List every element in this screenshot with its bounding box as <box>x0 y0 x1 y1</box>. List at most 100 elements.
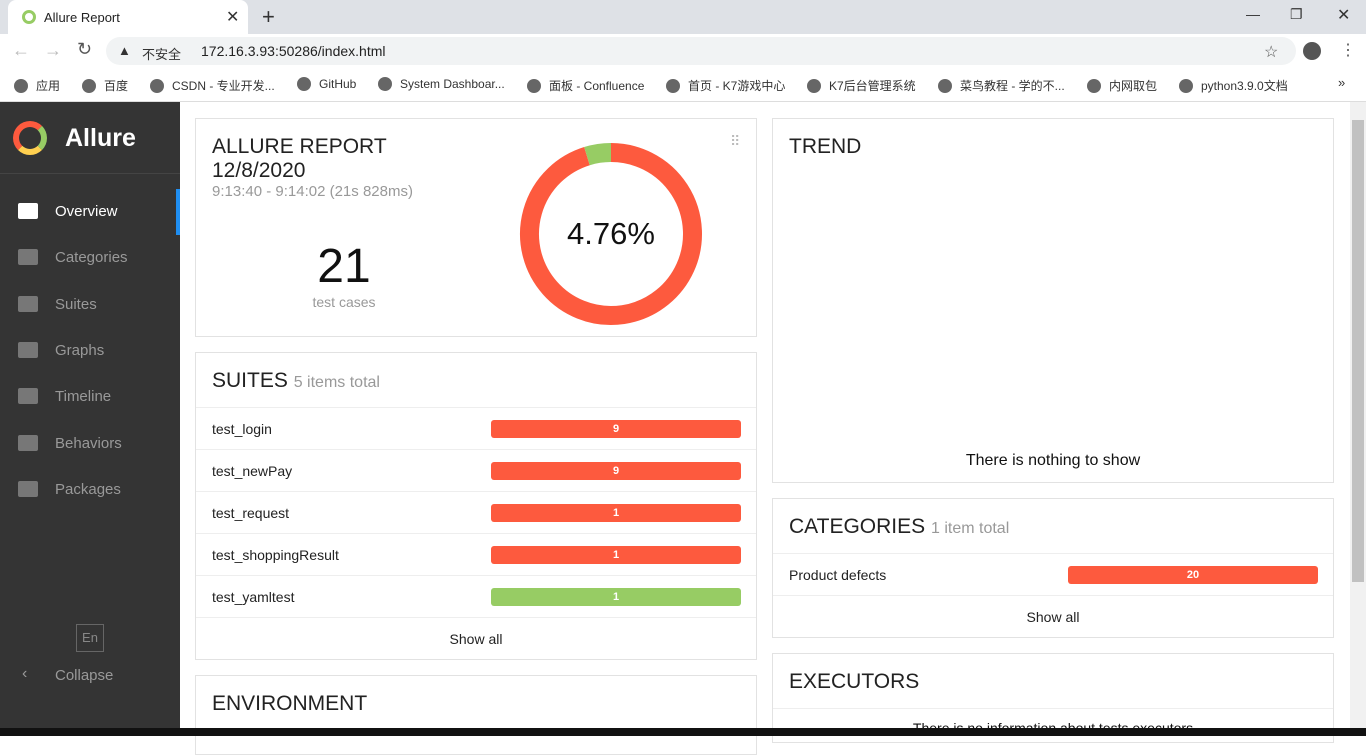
omnibox[interactable]: ▲ 不安全 172.16.3.93:50286/index.html ☆ <box>106 37 1296 65</box>
bookmark-label: CSDN - 专业开发... <box>172 79 275 93</box>
toolbar: ← → ↻ ▲ 不安全 172.16.3.93:50286/index.html… <box>0 34 1366 68</box>
menu[interactable]: ⋮ <box>1340 42 1356 59</box>
summary-card: ALLURE REPORT 12/8/2020 9:13:40 - 9:14:0… <box>195 118 757 337</box>
nav-icon <box>18 480 38 497</box>
test-count: 21 <box>317 240 371 293</box>
bookmark[interactable]: GitHub <box>297 77 356 91</box>
nav-item[interactable]: Overview <box>0 189 180 235</box>
more-bookmarks[interactable]: » <box>1338 75 1346 90</box>
row-name: test_request <box>212 505 290 521</box>
profile[interactable] <box>1303 42 1321 60</box>
bookmark-icon <box>150 79 164 93</box>
favicon <box>22 10 36 24</box>
bookmark[interactable]: 应用 <box>14 77 60 94</box>
status-bar: 1 <box>491 546 741 564</box>
report-title: ALLURE REPORT <box>212 135 387 158</box>
bookmarks-bar <box>0 68 1366 102</box>
restore[interactable]: ❐ <box>1290 6 1303 22</box>
nav-icon <box>18 295 38 312</box>
security-label: 不安全 <box>142 47 182 62</box>
donut-segment <box>584 143 612 166</box>
report-time: 9:13:40 - 9:14:02 (21s 828ms) <box>212 183 413 200</box>
bookmark[interactable]: 菜鸟教程 - 学的不... <box>938 77 1065 94</box>
row-name: Product defects <box>789 567 887 583</box>
list-row[interactable]: test_newPay 9 <box>196 449 756 491</box>
suites-card: SUITES 5 items total test_login 9 test_new… <box>195 352 757 660</box>
suites-title: SUITES <box>212 369 288 392</box>
test-count-label: test cases <box>312 294 376 310</box>
bookmark[interactable]: CSDN - 专业开发... <box>150 77 275 94</box>
bookmark-label: GitHub <box>319 77 357 91</box>
status-bar: 9 <box>491 420 741 438</box>
nav-icon <box>18 388 38 405</box>
nav-label: Graphs <box>55 341 105 359</box>
nav-label: Timeline <box>55 388 112 406</box>
nav-item[interactable]: Behaviors <box>0 421 180 467</box>
list-row[interactable]: test_yamltest 1 <box>196 575 756 617</box>
bookmark-icon <box>82 79 96 93</box>
scroll-thumb[interactable] <box>1352 120 1364 582</box>
row-name: test_yamltest <box>212 589 295 605</box>
bookmark[interactable]: python3.9.0文档 <box>1179 77 1288 94</box>
language-switch[interactable]: En <box>76 624 104 652</box>
logo <box>13 121 47 155</box>
show-all[interactable]: Show all <box>196 617 756 659</box>
bookmark-icon <box>666 79 680 93</box>
nav-label: Packages <box>55 480 121 498</box>
bookmark-icon <box>14 79 28 93</box>
bookmark-icon <box>1179 79 1193 93</box>
nav-label: Overview <box>55 203 118 220</box>
bookmark[interactable]: 内网取包 <box>1087 77 1157 94</box>
bookmark[interactable]: 百度 <box>82 77 128 94</box>
bookmark-label: 内网取包 <box>1109 79 1158 93</box>
suites-subtitle: 5 items total <box>293 374 380 391</box>
status-bar: 20 <box>1068 566 1318 584</box>
list-row[interactable]: test_request 1 <box>196 491 756 533</box>
list-row[interactable]: test_login 9 <box>196 407 756 449</box>
categories-card: CATEGORIES 1 item total Product defects 2… <box>772 498 1334 638</box>
tab-close[interactable]: ✕ <box>226 9 240 26</box>
taskbar <box>0 728 1366 736</box>
nav-label: Categories <box>55 249 128 267</box>
nav-item[interactable]: Timeline <box>0 374 180 420</box>
bookmark-label: 菜鸟教程 - 学的不... <box>960 79 1065 93</box>
nav-item[interactable]: Suites <box>0 282 180 328</box>
brand: Allure <box>65 124 136 152</box>
new-tab[interactable]: + <box>262 4 275 29</box>
list-row[interactable]: test_shoppingResult 1 <box>196 533 756 575</box>
minimize[interactable]: — <box>1246 6 1260 22</box>
tab[interactable]: Allure Report ✕ <box>8 0 248 34</box>
environment-title: ENVIRONMENT <box>212 692 368 715</box>
bookmark-label: System Dashboar... <box>400 77 505 91</box>
bookmark-label: 首页 - K7游戏中心 <box>688 79 786 93</box>
forward[interactable]: → <box>44 40 62 60</box>
close[interactable]: ✕ <box>1337 7 1351 24</box>
back[interactable]: ← <box>12 40 30 60</box>
reload[interactable]: ↻ <box>77 39 93 59</box>
trend-card: TREND There is nothing to show <box>772 118 1334 483</box>
nav-item[interactable]: Categories <box>0 235 180 281</box>
nav-icon <box>18 249 38 266</box>
report-date: 12/8/2020 <box>212 159 306 182</box>
status-bar: 1 <box>491 588 741 606</box>
show-all[interactable]: Show all <box>773 595 1333 637</box>
percent: 4.76% <box>567 216 655 251</box>
list-row[interactable]: Product defects 20 <box>773 553 1333 595</box>
bookmark[interactable]: K7后台管理系统 <box>807 77 916 94</box>
bookmark[interactable]: 首页 - K7游戏中心 <box>666 77 785 94</box>
nav-item[interactable]: Graphs <box>0 328 180 374</box>
bookmark[interactable]: System Dashboar... <box>378 77 505 91</box>
warning-icon: ▲ <box>118 43 131 58</box>
bookmark[interactable]: 面板 - Confluence <box>527 77 644 94</box>
nav-item[interactable]: Packages <box>0 467 180 513</box>
sidebar: Allure En ‹ Collapse Overview Categories S… <box>0 102 180 736</box>
bookmark-label: 百度 <box>104 79 129 93</box>
executors-title: EXECUTORS <box>789 670 920 693</box>
active-indicator <box>176 189 180 235</box>
bookmark-star[interactable]: ☆ <box>1264 44 1279 61</box>
nav-icon <box>18 341 38 358</box>
collapse[interactable]: Collapse <box>55 667 114 684</box>
nav-label: Suites <box>55 295 97 313</box>
drag-handle[interactable]: ⠿ <box>730 133 741 149</box>
